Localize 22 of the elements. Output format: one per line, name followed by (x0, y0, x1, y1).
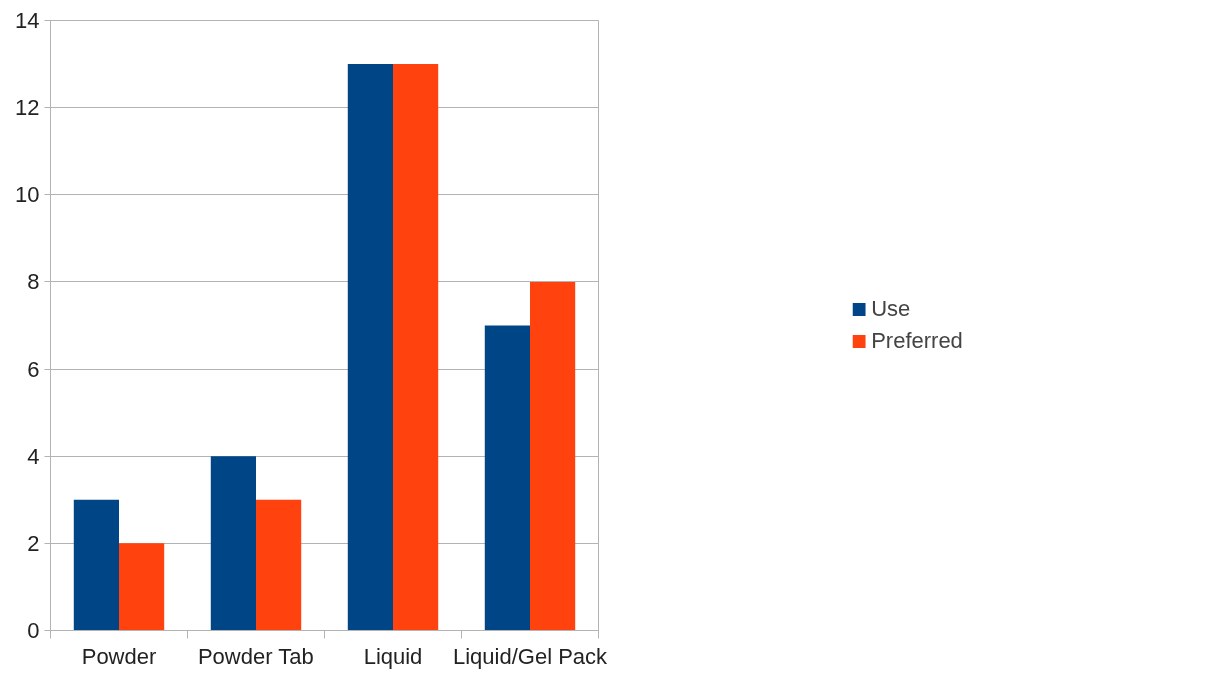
y-tick-label: 6 (27, 356, 40, 382)
bar (256, 499, 302, 631)
y-tick-label: 2 (27, 530, 40, 556)
bar (393, 64, 439, 631)
x-tick-label: Powder (81, 643, 157, 669)
bar (347, 64, 393, 631)
y-tick-label: 4 (27, 443, 40, 469)
x-tick-label: Powder Tab (197, 643, 314, 669)
y-tick-label: 8 (27, 269, 40, 295)
y-tick-label: 10 (15, 182, 40, 208)
y-tick-label: 14 (15, 8, 40, 33)
legend-label: Preferred (871, 328, 963, 354)
bar (73, 499, 119, 631)
bar (484, 325, 530, 631)
x-tick-label: Liquid (363, 643, 423, 669)
bar (210, 456, 256, 631)
bar (530, 281, 576, 631)
y-tick-label: 12 (15, 95, 40, 121)
x-tick-label: Liquid/Gel Pack (452, 643, 609, 669)
legend-label: Use (871, 296, 911, 322)
y-tick-label: 0 (27, 618, 40, 643)
bar (119, 543, 165, 631)
